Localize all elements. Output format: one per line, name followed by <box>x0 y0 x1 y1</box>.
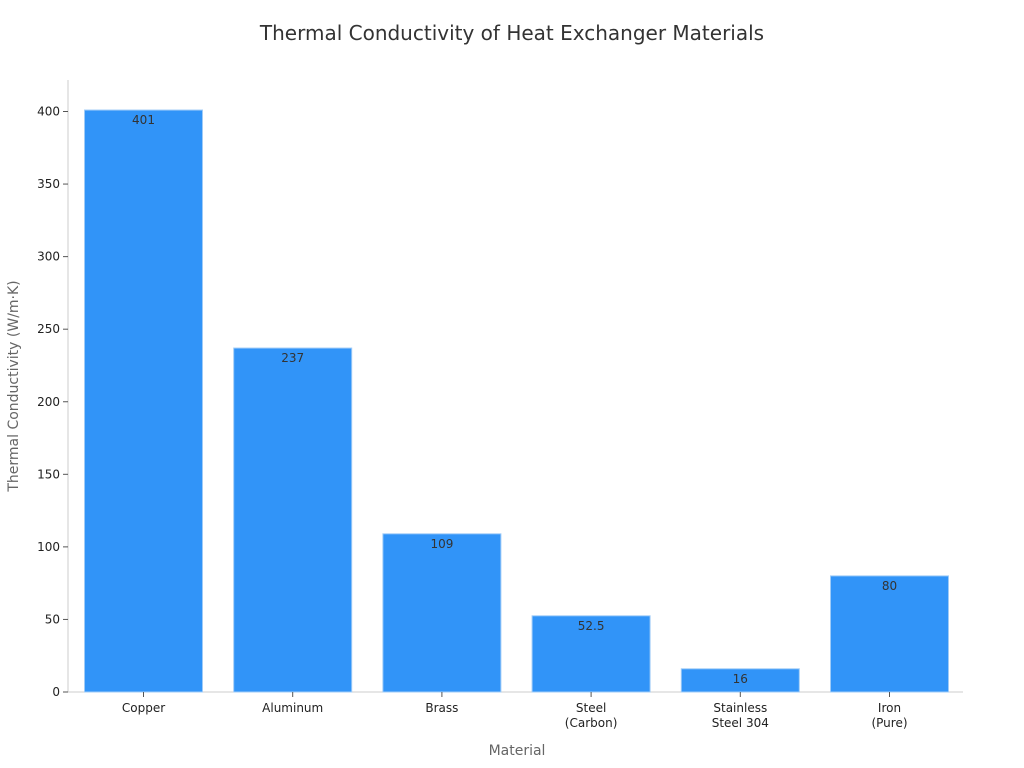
x-tick-label-line: (Carbon) <box>565 716 618 730</box>
y-axis-ticks: 0 50 100 150 200 250 300 350 400 <box>37 105 68 699</box>
bar-value-label: 80 <box>882 579 897 593</box>
bar <box>531 615 651 693</box>
x-axis-label: Material <box>489 743 546 759</box>
y-tick-label: 150 <box>37 467 60 481</box>
y-tick-label: 350 <box>37 177 60 191</box>
y-tick-label: 100 <box>37 540 60 554</box>
x-tick-label-line: Stainless <box>713 701 767 715</box>
x-tick-label: Brass <box>425 701 458 715</box>
x-tick-label: Stainless Steel 304 <box>712 701 769 730</box>
x-tick-label-line: Aluminum <box>262 701 323 715</box>
y-tick-label: 0 <box>52 685 60 699</box>
chart-title: Thermal Conductivity of Heat Exchanger M… <box>259 21 764 45</box>
x-tick-label-line: Steel 304 <box>712 716 769 730</box>
x-tick-label-line: Brass <box>425 701 458 715</box>
x-tick-label: Aluminum <box>262 701 323 715</box>
x-tick-label: Steel (Carbon) <box>565 701 618 730</box>
y-tick-label: 250 <box>37 322 60 336</box>
bar <box>233 347 353 693</box>
bar-value-label: 401 <box>132 113 155 127</box>
y-tick-label: 50 <box>45 612 60 626</box>
bar-value-label: 109 <box>430 537 453 551</box>
x-tick-label: Copper <box>122 701 165 715</box>
bars-group: 401 237 109 52.5 16 80 <box>84 109 949 693</box>
bar <box>830 575 949 693</box>
bar <box>382 533 502 693</box>
y-tick-label: 300 <box>37 250 60 264</box>
y-tick-label: 200 <box>37 395 60 409</box>
x-tick-label-line: Copper <box>122 701 165 715</box>
x-tick-label: Iron (Pure) <box>871 701 907 730</box>
bar <box>84 109 203 693</box>
y-axis-label: Thermal Conductivity (W/m·K) <box>6 280 22 492</box>
bar-value-label: 237 <box>281 351 304 365</box>
y-tick-label: 400 <box>37 105 60 119</box>
x-axis-ticks: Copper Aluminum Brass Steel (Carbon) Stainles… <box>122 692 908 730</box>
bar-value-label: 16 <box>733 672 748 686</box>
x-tick-label-line: (Pure) <box>871 716 907 730</box>
x-tick-label-line: Steel <box>576 701 606 715</box>
bar-value-label: 52.5 <box>578 619 605 633</box>
x-tick-label-line: Iron <box>878 701 901 715</box>
